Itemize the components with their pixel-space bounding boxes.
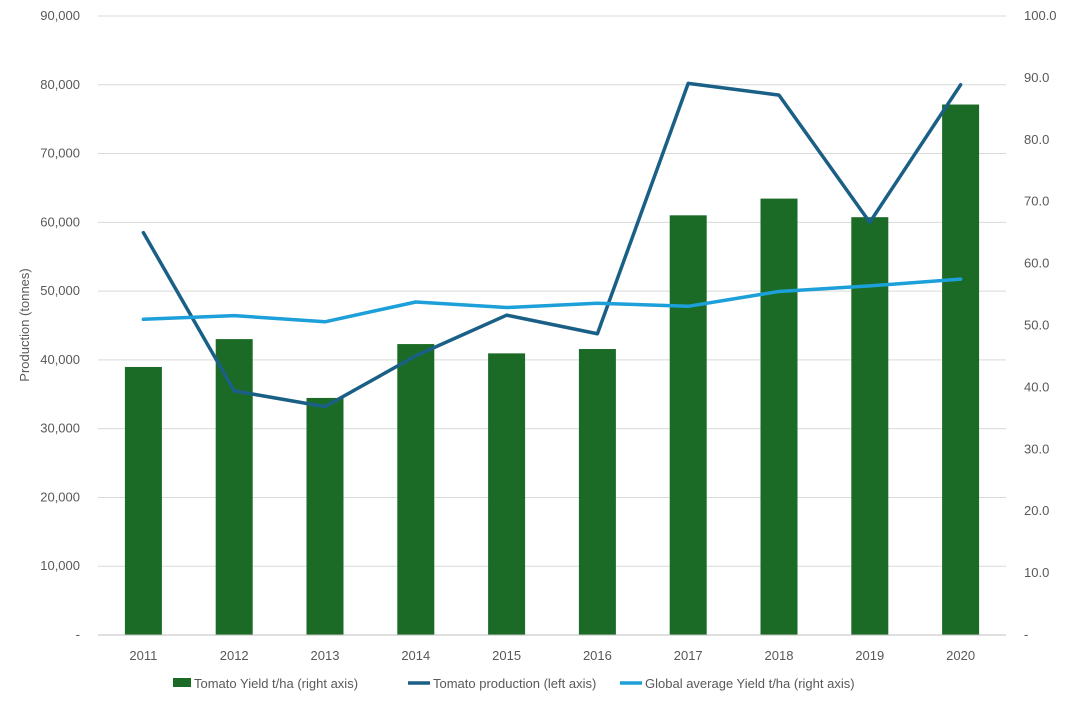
x-tick-label: 2011 <box>129 648 157 663</box>
bar <box>215 339 253 635</box>
x-tick-label: 2016 <box>583 648 612 663</box>
y-tick-label: 50,000 <box>40 283 80 298</box>
x-tick-label: 2019 <box>855 648 884 663</box>
y-axis-title: Production (tonnes) <box>17 268 32 381</box>
y2-tick-label: 50.0 <box>1024 318 1049 333</box>
y-tick-label: 10,000 <box>40 558 80 573</box>
y2-tick-label: 10.0 <box>1024 565 1049 580</box>
bar <box>124 366 162 635</box>
legend-label: Tomato production (left axis) <box>433 676 596 691</box>
series-line <box>141 277 963 324</box>
line-series <box>141 81 963 409</box>
y2-tick-label: 30.0 <box>1024 441 1049 456</box>
y-tick-label: 70,000 <box>40 146 80 161</box>
x-tick-label: 2012 <box>220 648 249 663</box>
bar <box>306 397 344 635</box>
legend: Tomato Yield t/ha (right axis) Tomato pro… <box>173 676 855 691</box>
series-line <box>141 81 963 409</box>
bar <box>942 104 980 636</box>
y-tick-label: 80,000 <box>40 77 80 92</box>
legend-swatch <box>173 678 191 687</box>
y2-tick-label: 90.0 <box>1024 70 1049 85</box>
bar-series <box>124 104 980 636</box>
y-tick-label: 90,000 <box>40 8 80 23</box>
y2-tick-label: 40.0 <box>1024 379 1049 394</box>
y-tick-label: 30,000 <box>40 421 80 436</box>
x-tick-label: 2018 <box>765 648 794 663</box>
axes: - 10,000 20,000 30,000 40,000 50,000 60,000 70,… <box>40 8 1056 663</box>
legend-label: Tomato Yield t/ha (right axis) <box>194 676 358 691</box>
x-tick-label: 2015 <box>492 648 521 663</box>
y2-tick-label: 100.0 <box>1024 8 1057 23</box>
y-tick-label: 60,000 <box>40 214 80 229</box>
bar <box>669 215 707 635</box>
y2-tick-label: 70.0 <box>1024 194 1049 209</box>
bar <box>578 349 616 635</box>
y2-tick-label: 60.0 <box>1024 256 1049 271</box>
bar <box>760 198 798 636</box>
y-tick-label: 20,000 <box>40 489 80 504</box>
legend-label: Global average Yield t/ha (right axis) <box>645 676 855 691</box>
x-tick-label: 2020 <box>946 648 975 663</box>
y-tick-label: - <box>76 627 80 642</box>
bar <box>851 217 889 636</box>
y2-tick-label: 20.0 <box>1024 503 1049 518</box>
y2-tick-label: 80.0 <box>1024 132 1049 147</box>
x-tick-label: 2017 <box>674 648 703 663</box>
bar <box>488 353 526 635</box>
bar <box>397 344 435 635</box>
x-tick-label: 2014 <box>401 648 430 663</box>
y-tick-label: 40,000 <box>40 352 80 367</box>
y2-tick-label: - <box>1024 627 1028 642</box>
x-tick-label: 2013 <box>311 648 340 663</box>
